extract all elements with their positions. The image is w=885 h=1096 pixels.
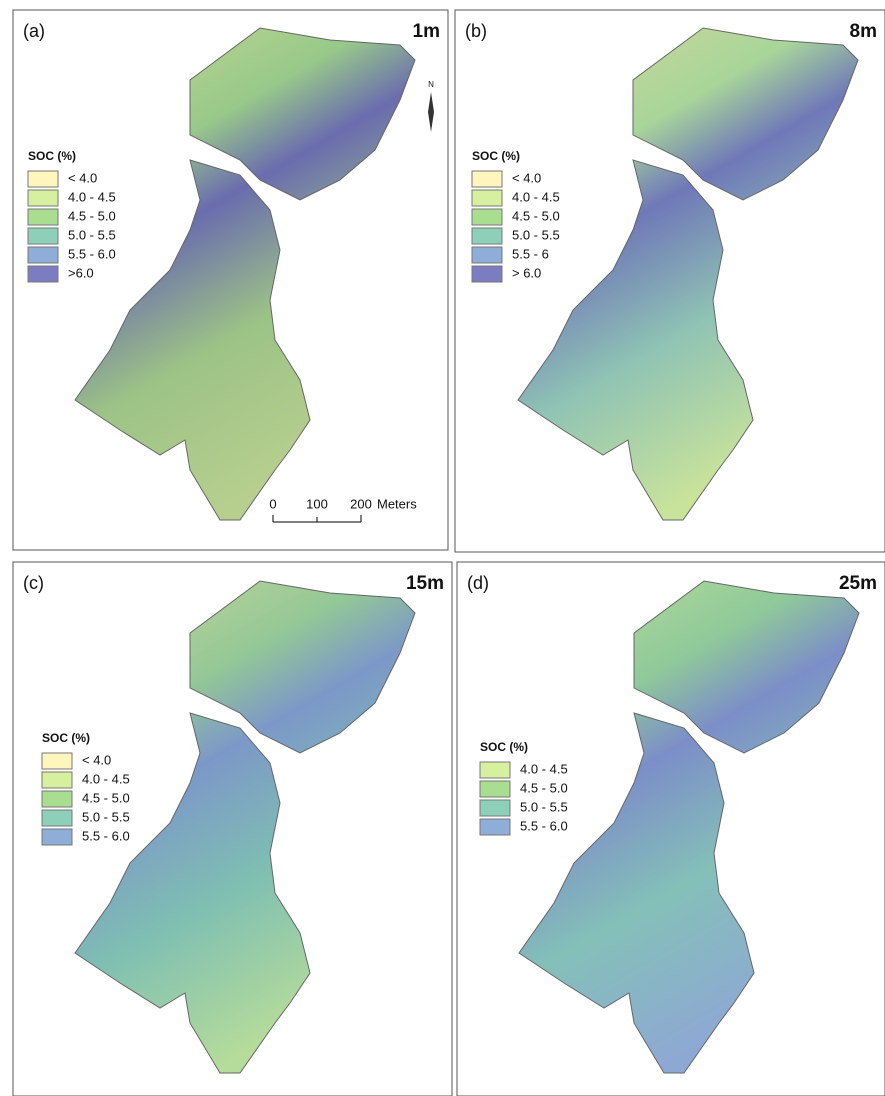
legend-swatch [28,228,58,244]
resolution-label: 25m [839,573,877,594]
legend-swatch [42,772,72,788]
legend-swatch [472,190,502,206]
legend-label: 5.5 - 6.0 [520,818,568,833]
legend-title: SOC (%) [480,740,528,754]
legend-swatch [472,266,502,282]
legend-title: SOC (%) [28,149,76,163]
legend-label: 4.0 - 4.5 [68,189,116,204]
map-panel: (b) 8m SOC (%) < 4.0 4.0 - 4.5 4.5 - 5.0 5.0 -… [455,10,885,552]
legend-label: 4.5 - 5.0 [512,208,560,223]
resolution-label: 1m [413,21,440,42]
legend-swatch [472,228,502,244]
legend-swatch [42,810,72,826]
legend-label: 4.0 - 4.5 [82,771,130,786]
legend-label: 5.0 - 5.5 [68,227,116,242]
soc-map [75,581,415,1073]
north-arrow [428,92,434,132]
legend-label: >6.0 [68,265,94,280]
soc-map [519,581,859,1073]
map-panel: (d) 25m SOC (%) 4.0 - 4.5 4.5 - 5.0 5.0 - 5.5… [457,562,885,1096]
panel-label: (b) [465,21,487,41]
legend-swatch [28,247,58,263]
legend-label: 4.0 - 4.5 [520,761,568,776]
scale-unit: Meters [377,496,417,511]
legend-label: 5.0 - 5.5 [82,809,130,824]
scale-bar [273,515,361,522]
resolution-label: 15m [406,573,444,594]
panel-label: (d) [467,573,489,593]
legend-swatch [472,171,502,187]
legend-label: 5.0 - 5.5 [520,799,568,814]
legend-label: < 4.0 [82,752,111,767]
legend-title: SOC (%) [42,731,90,745]
soc-map [518,28,858,520]
legend-title: SOC (%) [472,149,520,163]
north-label: N [428,80,434,89]
scale-label: 100 [306,496,328,511]
legend-label: < 4.0 [68,170,97,185]
legend-swatch [42,791,72,807]
legend-swatch [480,819,510,835]
legend-swatch [472,209,502,225]
legend-label: 4.5 - 5.0 [68,208,116,223]
map-panel: (c) 15m SOC (%) < 4.0 4.0 - 4.5 4.5 - 5.0 5.0 … [13,562,452,1096]
panel-label: (a) [23,21,45,41]
legend-label: 5.5 - 6.0 [68,246,116,261]
scale-label: 0 [269,496,276,511]
legend-swatch [480,762,510,778]
legend-label: 5.5 - 6.0 [82,828,130,843]
legend-label: > 6.0 [512,265,541,280]
panel-label: (c) [23,573,44,593]
legend-swatch [472,247,502,263]
legend-swatch [28,266,58,282]
legend-label: 5.5 - 6 [512,246,549,261]
panels: (a) 1m SOC (%) < 4.0 4.0 - 4.5 4.5 - 5.0 5.0 -… [13,10,885,1096]
legend-label: 5.0 - 5.5 [512,227,560,242]
legend-label: 4.5 - 5.0 [520,780,568,795]
legend-swatch [480,800,510,816]
legend-swatch [28,209,58,225]
map-panel: (a) 1m SOC (%) < 4.0 4.0 - 4.5 4.5 - 5.0 5.0 -… [13,10,448,550]
figure: (a) 1m SOC (%) < 4.0 4.0 - 4.5 4.5 - 5.0 5.0 -… [0,0,885,1096]
legend-label: 4.5 - 5.0 [82,790,130,805]
legend-swatch [28,171,58,187]
resolution-label: 8m [850,21,877,42]
scale-label: 200 [350,496,372,511]
legend-swatch [42,753,72,769]
legend-swatch [28,190,58,206]
legend-label: 4.0 - 4.5 [512,189,560,204]
soc-map [75,28,415,520]
legend-swatch [480,781,510,797]
legend-swatch [42,829,72,845]
legend-label: < 4.0 [512,170,541,185]
